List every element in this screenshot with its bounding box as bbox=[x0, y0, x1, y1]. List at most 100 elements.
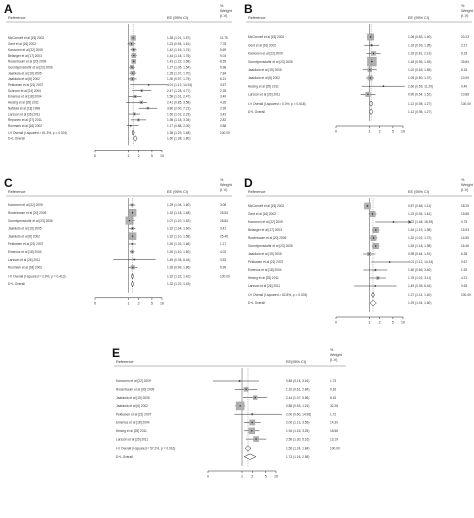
study-weight: 3.40 bbox=[220, 95, 226, 99]
study-point bbox=[367, 93, 369, 96]
study-point bbox=[374, 285, 377, 287]
study-weight: 18.56 bbox=[330, 429, 338, 433]
study-name: Gent et al [16] 2002 bbox=[8, 42, 36, 46]
study-point bbox=[133, 258, 136, 261]
reference-header: Reference bbox=[8, 190, 26, 194]
x-tick-label: 10 bbox=[160, 154, 164, 158]
study-point bbox=[251, 421, 253, 424]
overall-ee: 1.32 (1.22, 1.43) bbox=[167, 282, 190, 286]
overall-name: I-V Overall (I-squared = 0.0%, p = 0.618… bbox=[248, 102, 306, 106]
weight-header: Weight bbox=[461, 183, 474, 187]
x-tick-label: 2 bbox=[251, 475, 253, 479]
x-tick-label: 2 bbox=[138, 154, 140, 158]
study-weight: 1.92 bbox=[461, 268, 467, 272]
study-name: Emenius et al [18] 2004 bbox=[8, 250, 42, 254]
x-tick-label: 0 bbox=[207, 475, 209, 479]
study-name: Pekkanen et al [21] 2007 bbox=[8, 242, 43, 246]
study-weight: 2.17 bbox=[461, 43, 467, 47]
weight-header: % bbox=[461, 4, 465, 8]
study-weight: 8.15 bbox=[330, 396, 336, 400]
x-tick-label: 5 bbox=[265, 475, 267, 479]
study-weight: 4.26 bbox=[220, 101, 226, 105]
x-tick-label: 1 bbox=[128, 154, 130, 158]
study-name: McConnell et al [15] 2002 bbox=[8, 36, 44, 40]
study-name: Karvonen et al [22] 2009 bbox=[248, 220, 283, 224]
reference-header: Reference bbox=[248, 16, 266, 20]
x-tick-label: 1 bbox=[369, 130, 371, 134]
study-ee: 4.01 (1.12, 14.34) bbox=[167, 83, 192, 87]
x-tick-label: 1 bbox=[369, 321, 371, 325]
study-name: Belanger et al [17] 2003 bbox=[8, 54, 42, 58]
study-name: Nafstad et al [13] 1998 bbox=[8, 106, 40, 110]
study-point bbox=[148, 84, 150, 86]
study-ee: 2.00 (0.60, 14.96) bbox=[286, 412, 311, 416]
study-ee: 1.98 (1.18, 3.34) bbox=[167, 118, 190, 122]
study-ee: 1.32 (0.61, 2.84) bbox=[286, 388, 309, 392]
overall-weight: 100.00 bbox=[220, 131, 230, 135]
study-weight: 6.21 bbox=[220, 77, 226, 81]
study-ee: 2.47 (1.28, 4.77) bbox=[167, 89, 190, 93]
overall-name: I-V Overall (I-squared = 62.8%, p = 0.00… bbox=[248, 293, 307, 297]
panel-letter: B bbox=[244, 2, 253, 16]
study-point bbox=[375, 229, 377, 231]
study-point bbox=[130, 43, 133, 45]
study-point bbox=[239, 405, 241, 407]
study-point bbox=[133, 113, 136, 115]
study-point bbox=[131, 227, 134, 230]
study-weight: 10.09 bbox=[461, 76, 469, 80]
study-ee: 1.27 (1.05, 1.54) bbox=[167, 65, 190, 69]
study-name: Rosenbaum et al [20] 2009 bbox=[8, 211, 47, 215]
study-point bbox=[147, 107, 149, 109]
overall-ee: 1.29 (1.04, 1.60) bbox=[408, 301, 431, 305]
x-tick-label: 0 bbox=[94, 301, 96, 305]
study-name: Jaakkola et al [19] 2005 bbox=[8, 71, 42, 75]
study-point bbox=[251, 430, 253, 432]
study-ee: 1.49 (0.35, 6.44) bbox=[167, 258, 190, 262]
weight-header: Weight bbox=[220, 183, 233, 187]
study-weight: 0.75 bbox=[461, 220, 467, 224]
study-ee: 1.54 (1.19, 1.98) bbox=[408, 228, 431, 232]
study-ee: 0.85 (0.14, 3.16) bbox=[286, 379, 309, 383]
study-point bbox=[131, 78, 134, 80]
overall-name: I-V Overall (I-squared = 2.9%, p = 0.413… bbox=[8, 274, 66, 278]
study-point bbox=[131, 212, 134, 214]
weight-header: % bbox=[220, 4, 224, 8]
study-point bbox=[254, 396, 256, 399]
study-weight: 3.42 bbox=[220, 112, 226, 116]
study-ee: 1.32 (1.02, 1.72) bbox=[408, 236, 431, 240]
study-ee: 2.41 (0.85, 3.58) bbox=[167, 101, 190, 105]
weight-header: Weight bbox=[461, 9, 474, 13]
ee-header: EE (95% CI) bbox=[167, 190, 189, 194]
pooled-diamond bbox=[243, 453, 257, 460]
study-weight: 8.15 bbox=[461, 68, 467, 72]
overall-name: D+L Overall bbox=[248, 110, 265, 114]
study-point bbox=[134, 95, 136, 98]
study-name: Reponen et al [27] 2011 bbox=[8, 118, 42, 122]
study-name: Gunnbjornsdottir et al [23] 2006 bbox=[8, 219, 53, 223]
overall-ee: 1.27 (1.14, 1.40) bbox=[408, 293, 431, 297]
study-ee: 3.80 (2.00, 7.21) bbox=[167, 106, 190, 110]
pooled-diamond bbox=[132, 135, 138, 142]
study-weight: 13.19 bbox=[330, 437, 338, 441]
weight-header: (I-V) bbox=[330, 358, 338, 362]
study-name: Hesing et al [25] 2011 bbox=[248, 276, 279, 280]
study-name: Jaakkola et al [6] 2002 bbox=[8, 234, 40, 238]
study-weight: 3.08 bbox=[220, 203, 226, 207]
study-name: Larsson et al [26] 2011 bbox=[116, 437, 148, 441]
study-ee: 1.38 (1.21, 1.57) bbox=[167, 36, 190, 40]
ci-arrow-icon bbox=[408, 220, 412, 224]
study-point bbox=[251, 413, 253, 415]
study-ee: 1.30 (1.02, 1.66) bbox=[167, 242, 190, 246]
study-ee: 0.98 (0.64, 1.51) bbox=[408, 252, 431, 256]
study-name: Emenius et al [18] 2004 bbox=[248, 268, 282, 272]
study-name: Jaakkola et al [19] 2005 bbox=[248, 68, 282, 72]
pooled-diamond bbox=[131, 280, 134, 288]
study-name: Emenius et al [18] 2004 bbox=[8, 95, 42, 99]
overall-weight: 100.00 bbox=[330, 447, 340, 451]
weight-header: (I-V) bbox=[461, 14, 469, 18]
study-name: Pekkanen et al [21] 2007 bbox=[8, 83, 43, 87]
study-point bbox=[371, 60, 373, 63]
study-point bbox=[137, 119, 140, 121]
study-name: Jaakkola et al [19] 2005 bbox=[248, 252, 282, 256]
study-name: Larsson et al [26] 2011 bbox=[248, 284, 280, 288]
